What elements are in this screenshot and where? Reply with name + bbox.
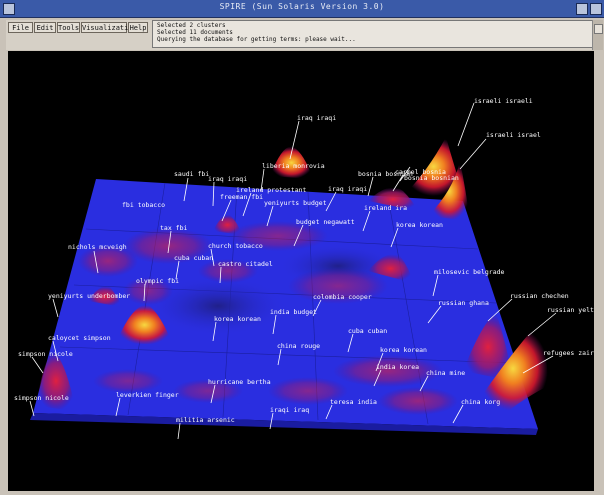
topic-label[interactable]: israeli israel (486, 131, 541, 139)
topic-label[interactable]: iraq iraqi (328, 185, 367, 193)
topic-label[interactable]: iraq iraqi (208, 175, 247, 183)
maximize-icon[interactable] (590, 3, 602, 15)
menu-file[interactable]: File (8, 22, 33, 33)
themescape-terrain[interactable]: israeli israeli israeli israel iraq iraq… (8, 51, 594, 491)
topic-label[interactable]: hurricane bertha (208, 378, 271, 386)
status-message-box: Selected 2 clusters Selected 11 document… (152, 20, 602, 48)
topic-label[interactable]: castro citadel (218, 260, 273, 268)
topic-label[interactable]: russian chechen (510, 292, 569, 300)
topic-label[interactable]: caloycet simpson (48, 334, 111, 342)
topic-label[interactable]: india budget (270, 308, 317, 316)
topic-label[interactable]: teresa india (330, 398, 377, 406)
terrain-peak[interactable] (463, 313, 513, 381)
topic-label[interactable]: korea korean (380, 346, 427, 354)
topic-label[interactable]: militia arsenic (176, 416, 235, 424)
topic-label[interactable]: china rouge (277, 342, 320, 350)
topic-labels: israeli israeli israeli israel iraq iraq… (14, 97, 594, 424)
terrain-peak[interactable] (213, 214, 242, 235)
window-title: SPIRE (Sun Solaris Version 3.0) (219, 2, 385, 11)
terrain-peak[interactable] (368, 187, 418, 211)
topic-label[interactable]: leverkien finger (116, 391, 179, 399)
topic-label[interactable]: korea korean (214, 315, 261, 323)
topic-label[interactable]: refugees zaire (543, 349, 594, 357)
topic-label[interactable]: iraqi iraq (270, 406, 309, 414)
topic-label[interactable]: cuba cuban (174, 254, 213, 262)
terrain-peak[interactable] (88, 286, 122, 307)
topic-label[interactable]: china mine (426, 369, 465, 377)
topic-label[interactable]: china korg (461, 398, 500, 406)
topic-label[interactable]: freeman fbi (220, 193, 263, 201)
toolbar: File Edit Tools Visualizations Help Sele… (6, 20, 602, 50)
topic-label[interactable]: simpson nicole (18, 350, 73, 358)
topic-label[interactable]: israeli israeli (474, 97, 533, 105)
topic-label[interactable]: yeniyurts budget (264, 199, 327, 207)
topic-label[interactable]: cuba cuban (348, 327, 387, 335)
status-line: Querying the database for getting terms:… (157, 36, 356, 43)
topic-label[interactable]: ireland protestant (236, 186, 307, 194)
terrain-peak[interactable] (368, 254, 413, 283)
menu-visualizations[interactable]: Visualizations (81, 22, 142, 33)
topic-label[interactable]: russian ghana (438, 299, 489, 307)
topic-label[interactable]: simpson nicole (14, 394, 69, 402)
status-line: Selected 11 documents (157, 29, 233, 36)
topic-label[interactable]: budget negawatt (296, 218, 355, 226)
themescape-viewport[interactable]: israeli israeli israeli israel iraq iraq… (8, 51, 594, 491)
terrain-peak[interactable] (116, 304, 173, 345)
terrain-peak[interactable] (403, 137, 464, 196)
topic-label[interactable]: olympic fbi (136, 277, 179, 285)
terrain-peak[interactable] (36, 351, 76, 411)
menu-tools[interactable]: Tools (57, 22, 80, 33)
topic-label[interactable]: yeniyurts underbomber (48, 292, 130, 300)
topic-label[interactable]: milosevic belgrade (434, 268, 505, 276)
topic-label[interactable]: iraq iraqi (297, 114, 336, 122)
terrain-peak[interactable] (270, 146, 313, 179)
topic-label[interactable]: colombia cooper (313, 293, 372, 301)
topic-label[interactable]: russian yeltsin (547, 306, 594, 314)
topic-label[interactable]: carmel bosnia (395, 168, 446, 176)
terrain-edge (30, 413, 538, 435)
topic-label[interactable]: bosnia bosnian (404, 174, 459, 182)
topic-label[interactable]: church tobacco (208, 242, 263, 250)
topic-label[interactable]: korea korean (396, 221, 443, 229)
topic-label[interactable]: liberia monrovia (262, 162, 325, 170)
menu-help[interactable]: Help (128, 22, 148, 33)
topic-label[interactable]: india korea (376, 363, 419, 371)
terrain-peak[interactable] (478, 326, 548, 411)
topic-label[interactable]: nichols mcveigh (68, 243, 127, 251)
topic-label[interactable]: fbi tobacco (122, 201, 165, 209)
topic-label[interactable]: saudi fbi (174, 170, 209, 178)
menu-edit[interactable]: Edit (34, 22, 56, 33)
topic-label[interactable]: bosnia bosnian (358, 170, 413, 178)
status-line: Selected 2 clusters (157, 22, 226, 29)
scrollbar-thumb[interactable] (594, 24, 603, 34)
label-leaders (29, 102, 557, 440)
title-bar[interactable]: SPIRE (Sun Solaris Version 3.0) (0, 0, 604, 18)
message-scrollbar[interactable] (592, 20, 603, 50)
terrain-peak[interactable] (428, 161, 470, 221)
topic-label[interactable]: ireland ira (364, 204, 407, 212)
topic-label[interactable]: tax fbi (160, 224, 187, 232)
window-menu-icon[interactable] (3, 3, 15, 15)
minimize-icon[interactable] (576, 3, 588, 15)
